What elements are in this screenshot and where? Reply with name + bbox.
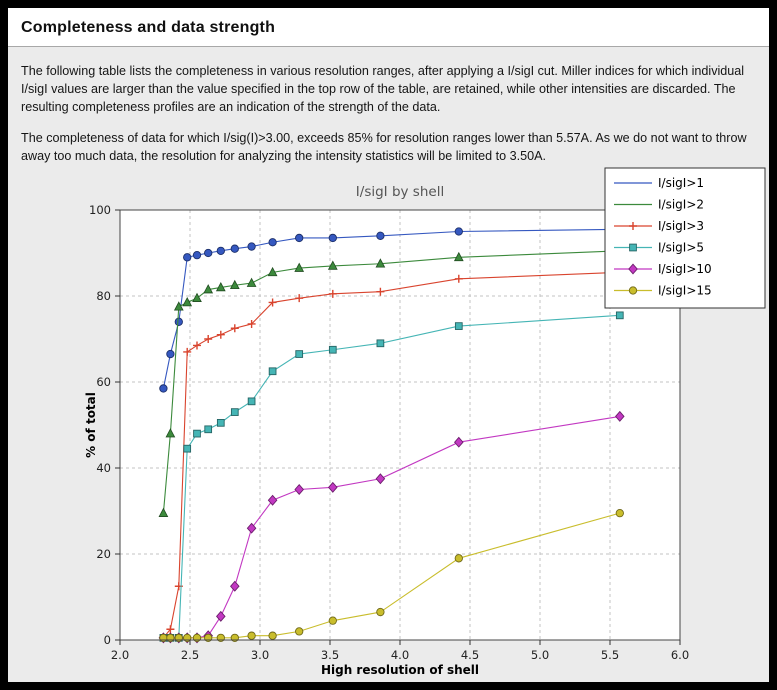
x-tick-label: 3.0 [251, 648, 269, 662]
x-tick-label: 3.5 [321, 648, 339, 662]
y-tick-label: 60 [96, 375, 111, 389]
x-tick-label: 6.0 [671, 648, 689, 662]
intro-paragraph: The following table lists the completene… [21, 64, 745, 114]
x-tick-label: 4.0 [391, 648, 409, 662]
x-tick-label: 4.5 [461, 648, 479, 662]
x-axis-label: High resolution of shell [321, 663, 479, 677]
legend-label: I/sigI>5 [658, 241, 704, 255]
legend-label: I/sigI>1 [658, 176, 704, 190]
x-tick-label: 2.5 [181, 648, 199, 662]
y-axis-label: % of total [84, 392, 98, 458]
series-i-sigi-2 [158, 245, 625, 517]
y-tick-label: 100 [89, 203, 111, 217]
y-tick-label: 0 [104, 633, 111, 647]
y-axis: 0 20 40 60 80 100 [89, 203, 120, 647]
plot-area [120, 210, 680, 640]
legend-label: I/sigI>10 [658, 262, 712, 276]
completeness-chart: 2.0 2.5 3.0 3.5 4.0 4.5 5.0 5.5 6.0 0 20 40 60 80 100 I… [84, 167, 766, 677]
report-window: Completeness and data strength The follo… [8, 8, 769, 682]
report-body: The following table lists the completene… [8, 47, 769, 165]
report-header: Completeness and data strength [8, 8, 769, 47]
legend: I/sigI>1 I/sigI>2 I/sigI>3 I/sigI>5 I/sigI>1… [604, 167, 766, 309]
y-tick-label: 40 [96, 461, 111, 475]
x-axis: 2.0 2.5 3.0 3.5 4.0 4.5 5.0 5.5 6.0 [111, 640, 689, 662]
x-tick-label: 5.5 [601, 648, 619, 662]
x-tick-label: 5.0 [531, 648, 549, 662]
page-title: Completeness and data strength [21, 19, 276, 36]
chart-title: I/sigI by shell [356, 184, 444, 200]
figure-container: 2.0 2.5 3.0 3.5 4.0 4.5 5.0 5.5 6.0 0 20 40 60 80 100 I… [8, 158, 769, 682]
legend-label: I/sigI>2 [658, 198, 704, 212]
legend-label: I/sigI>3 [658, 219, 704, 233]
legend-box [604, 167, 766, 309]
legend-label: I/sigI>15 [658, 284, 712, 298]
y-tick-label: 20 [96, 547, 111, 561]
y-tick-label: 80 [96, 289, 111, 303]
conclusion-paragraph: The completeness of data for which I/sig… [21, 131, 747, 163]
x-tick-label: 2.0 [111, 648, 129, 662]
